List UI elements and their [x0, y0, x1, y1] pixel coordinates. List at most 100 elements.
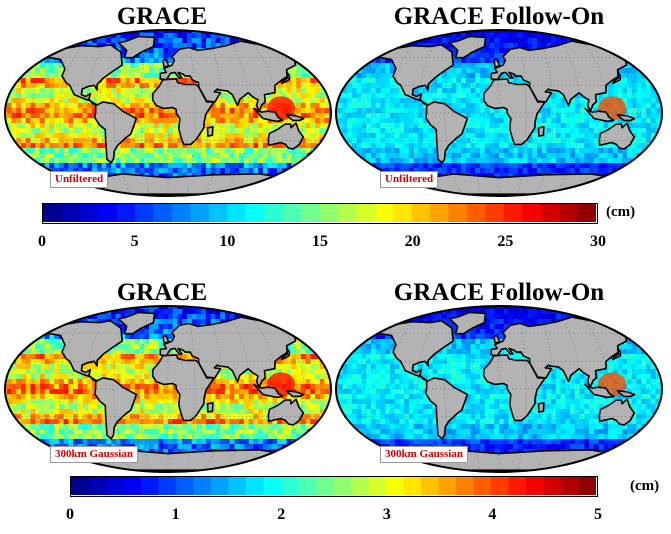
ocean-cell	[134, 153, 141, 159]
ocean-cell	[25, 88, 32, 94]
ocean-cell	[546, 43, 552, 49]
ocean-cell	[489, 38, 495, 44]
ocean-cell	[101, 143, 107, 149]
ocean-cell	[565, 118, 571, 124]
ocean-cell	[215, 193, 221, 196]
ocean-cell	[258, 309, 264, 315]
ocean-cell	[315, 178, 321, 184]
ocean-cell	[612, 88, 619, 94]
ocean-cell	[39, 143, 46, 149]
ocean-cell	[555, 98, 562, 104]
ocean-cell	[25, 83, 32, 89]
ocean-cell	[153, 309, 160, 315]
ocean-cell	[470, 88, 476, 94]
ocean-cell	[380, 68, 386, 74]
ocean-cell	[337, 168, 344, 174]
ocean-cell	[555, 153, 562, 159]
ocean-cell	[324, 118, 330, 124]
ocean-cell	[243, 108, 250, 114]
ocean-cell	[172, 43, 179, 49]
ocean-cell	[418, 33, 424, 39]
ocean-cell	[513, 43, 519, 49]
ocean-cell	[319, 108, 326, 114]
ocean-cell	[631, 168, 638, 174]
ocean-cell	[324, 108, 330, 114]
ocean-cell	[11, 103, 17, 109]
ocean-cell	[598, 183, 604, 189]
ocean-cell	[404, 123, 410, 129]
ocean-cell	[139, 158, 145, 164]
ocean-cell	[336, 138, 339, 144]
ocean-cell	[310, 103, 316, 109]
ocean-cell	[608, 43, 614, 49]
colorbar-tick-label: 20	[404, 233, 421, 250]
ocean-cell	[336, 30, 339, 34]
ocean-cell	[394, 38, 400, 44]
ocean-cell	[480, 108, 486, 114]
ocean-cell	[636, 88, 642, 94]
ocean-cell	[432, 158, 438, 164]
ocean-cell	[49, 98, 55, 104]
ocean-cell	[220, 306, 226, 310]
ocean-cell	[300, 168, 307, 174]
ocean-cell	[617, 153, 623, 159]
ocean-cell	[342, 88, 348, 94]
ocean-cell	[272, 33, 278, 39]
ocean-cell	[570, 188, 576, 194]
ocean-cell	[63, 108, 69, 114]
land-south-america	[424, 101, 469, 164]
ocean-cell	[456, 143, 462, 149]
ocean-cell	[423, 128, 429, 134]
ocean-cell	[177, 78, 183, 84]
ocean-cell	[627, 93, 633, 99]
ocean-cell	[234, 38, 240, 44]
ocean-cell	[106, 306, 112, 310]
graticule-meridian	[471, 30, 482, 196]
ocean-cell	[356, 53, 363, 59]
ocean-cell	[589, 38, 595, 44]
ocean-cell	[399, 153, 405, 159]
ocean-cell	[310, 163, 316, 169]
ocean-cell	[130, 68, 136, 74]
land-greenland	[448, 35, 487, 59]
ocean-cell	[461, 158, 467, 164]
ocean-cell	[120, 63, 126, 69]
ocean-cell	[315, 173, 321, 179]
ocean-cell	[248, 309, 254, 315]
ocean-cell	[347, 118, 353, 124]
ocean-cell	[589, 138, 595, 144]
ocean-cell	[627, 173, 633, 179]
ocean-cell	[58, 98, 65, 104]
ocean-cell	[6, 58, 13, 64]
ocean-cell	[442, 158, 448, 164]
ocean-cell	[646, 113, 652, 119]
colorbar-segment	[503, 204, 523, 222]
ocean-cell	[451, 68, 457, 74]
ocean-cell	[655, 103, 661, 109]
ocean-cell	[356, 48, 363, 54]
ocean-cell	[646, 98, 652, 104]
ocean-cell	[437, 38, 443, 44]
ocean-cell	[54, 168, 60, 174]
ocean-cell	[385, 188, 391, 194]
ocean-cell	[370, 113, 377, 119]
ocean-cell	[560, 123, 566, 129]
ocean-cell	[96, 163, 103, 169]
ocean-cell	[361, 73, 367, 79]
ocean-cell	[336, 58, 339, 64]
ocean-cell	[35, 153, 41, 159]
ocean-cell	[153, 83, 160, 89]
ocean-cell	[541, 153, 548, 159]
ocean-cell	[16, 98, 22, 104]
ocean-cell	[315, 88, 321, 94]
ocean-cell	[336, 113, 339, 119]
ocean-cell	[375, 103, 382, 109]
ocean-cell	[646, 153, 652, 159]
ocean-cell	[361, 53, 367, 59]
ocean-cell	[541, 103, 548, 109]
ocean-cell	[361, 48, 367, 54]
ocean-cell	[636, 98, 642, 104]
ocean-cell	[503, 113, 510, 119]
ocean-cell	[6, 148, 13, 154]
ocean-cell	[427, 128, 434, 134]
